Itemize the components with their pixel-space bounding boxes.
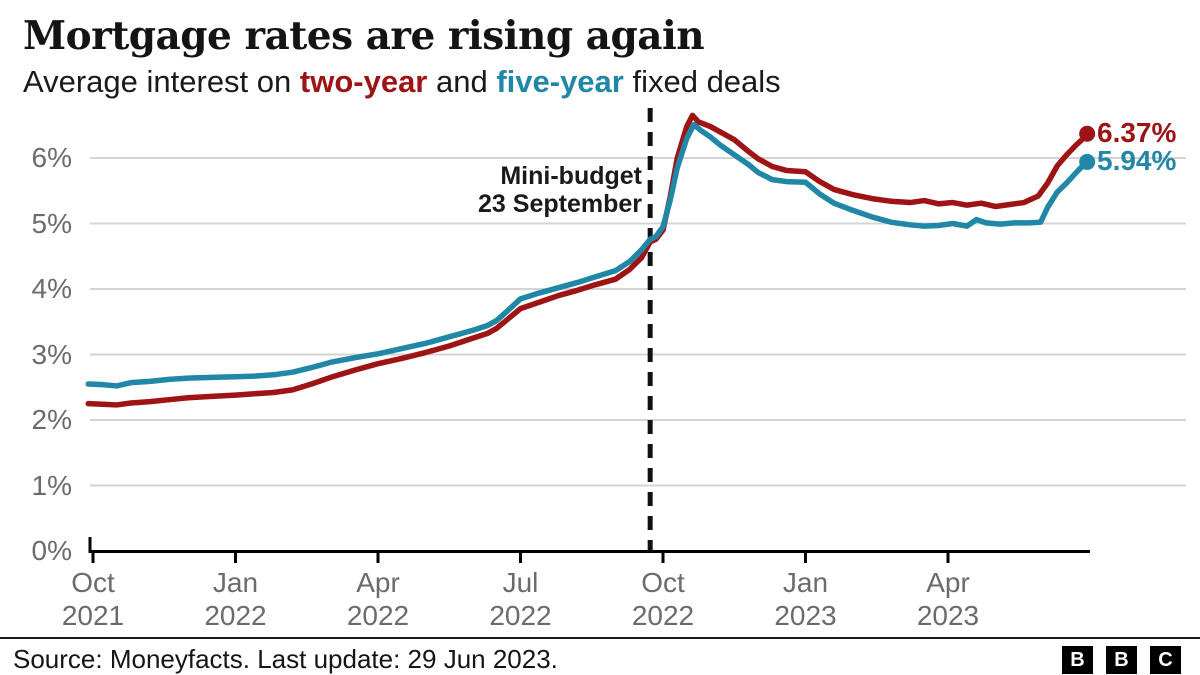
y-tick-label-2%: 2%: [31, 404, 72, 435]
x-axis-line: [88, 537, 1090, 553]
source-text: Source: Moneyfacts. Last update: 29 Jun …: [13, 644, 558, 674]
footer-divider: [0, 637, 1200, 639]
x-tick-month: Jul: [502, 567, 539, 598]
x-tick-month: Oct: [71, 567, 115, 598]
y-tick-label-5%: 5%: [31, 207, 72, 239]
x-tick-year: 2023: [774, 600, 837, 631]
x-tick-month: Apr: [356, 567, 400, 598]
x-tick-year: 2022: [631, 600, 695, 631]
bbc-logo-block-b1: B: [1062, 646, 1093, 674]
bbc-logo-block-b2: B: [1106, 646, 1137, 674]
bbc-logo-block-c: C: [1150, 646, 1181, 674]
subtitle-five-year-label: five-year: [496, 64, 624, 99]
x-tick-year: 2023: [916, 600, 980, 631]
y-tick-label-3%: 3%: [31, 338, 72, 370]
x-tick-label-Apr-2022: Apr 2022: [308, 566, 448, 632]
x-tick-month: Jan: [782, 567, 829, 598]
page-title: Mortgage rates are rising again: [23, 13, 705, 59]
two-year-end-value-label: 6.37%: [1097, 116, 1177, 148]
y-tick-label-1%: 1%: [31, 469, 72, 501]
x-tick-label-Apr-2023: Apr 2023: [878, 566, 1018, 632]
annotation-line1: Mini-budget: [500, 162, 642, 190]
x-tick-month: Jan: [212, 567, 259, 598]
annotation-line2: 23 September: [478, 190, 642, 218]
x-tick-year: 2022: [204, 600, 267, 631]
mini-budget-annotation: Mini-budget 23 September: [478, 162, 642, 218]
y-tick-label-0%: 0%: [31, 535, 72, 566]
chart-subtitle: Average interest on two-year and five-ye…: [23, 64, 781, 100]
bbc-logo: B B C: [1062, 646, 1181, 674]
subtitle-prefix: Average interest on: [23, 64, 300, 99]
x-tick-label-Jan-2023: Jan 2023: [736, 566, 876, 632]
subtitle-and: and: [427, 64, 497, 99]
subtitle-suffix: fixed deals: [623, 64, 781, 99]
x-tick-label-Jan-2022: Jan 2022: [166, 566, 306, 632]
y-tick-label-4%: 4%: [31, 273, 72, 304]
subtitle-two-year-label: two-year: [299, 64, 428, 99]
x-tick-month: Apr: [926, 567, 970, 598]
x-tick-year: 2022: [489, 600, 552, 631]
five-year-end-value-label: 5.94%: [1097, 144, 1177, 176]
x-tick-year: 2021: [61, 600, 125, 631]
five-year-line: [85, 121, 1090, 389]
x-tick-label-Oct-2021: Oct 2021: [23, 566, 163, 632]
x-tick-month: Oct: [641, 567, 685, 598]
x-tick-label-Oct-2022: Oct 2022: [593, 566, 733, 632]
y-tick-label-6%: 6%: [31, 142, 72, 173]
x-tick-label-Jul-2022: Jul 2022: [451, 566, 591, 632]
two-year-end-dot: [1079, 125, 1096, 142]
x-tick-year: 2022: [346, 600, 410, 631]
five-year-end-dot: [1079, 153, 1096, 170]
